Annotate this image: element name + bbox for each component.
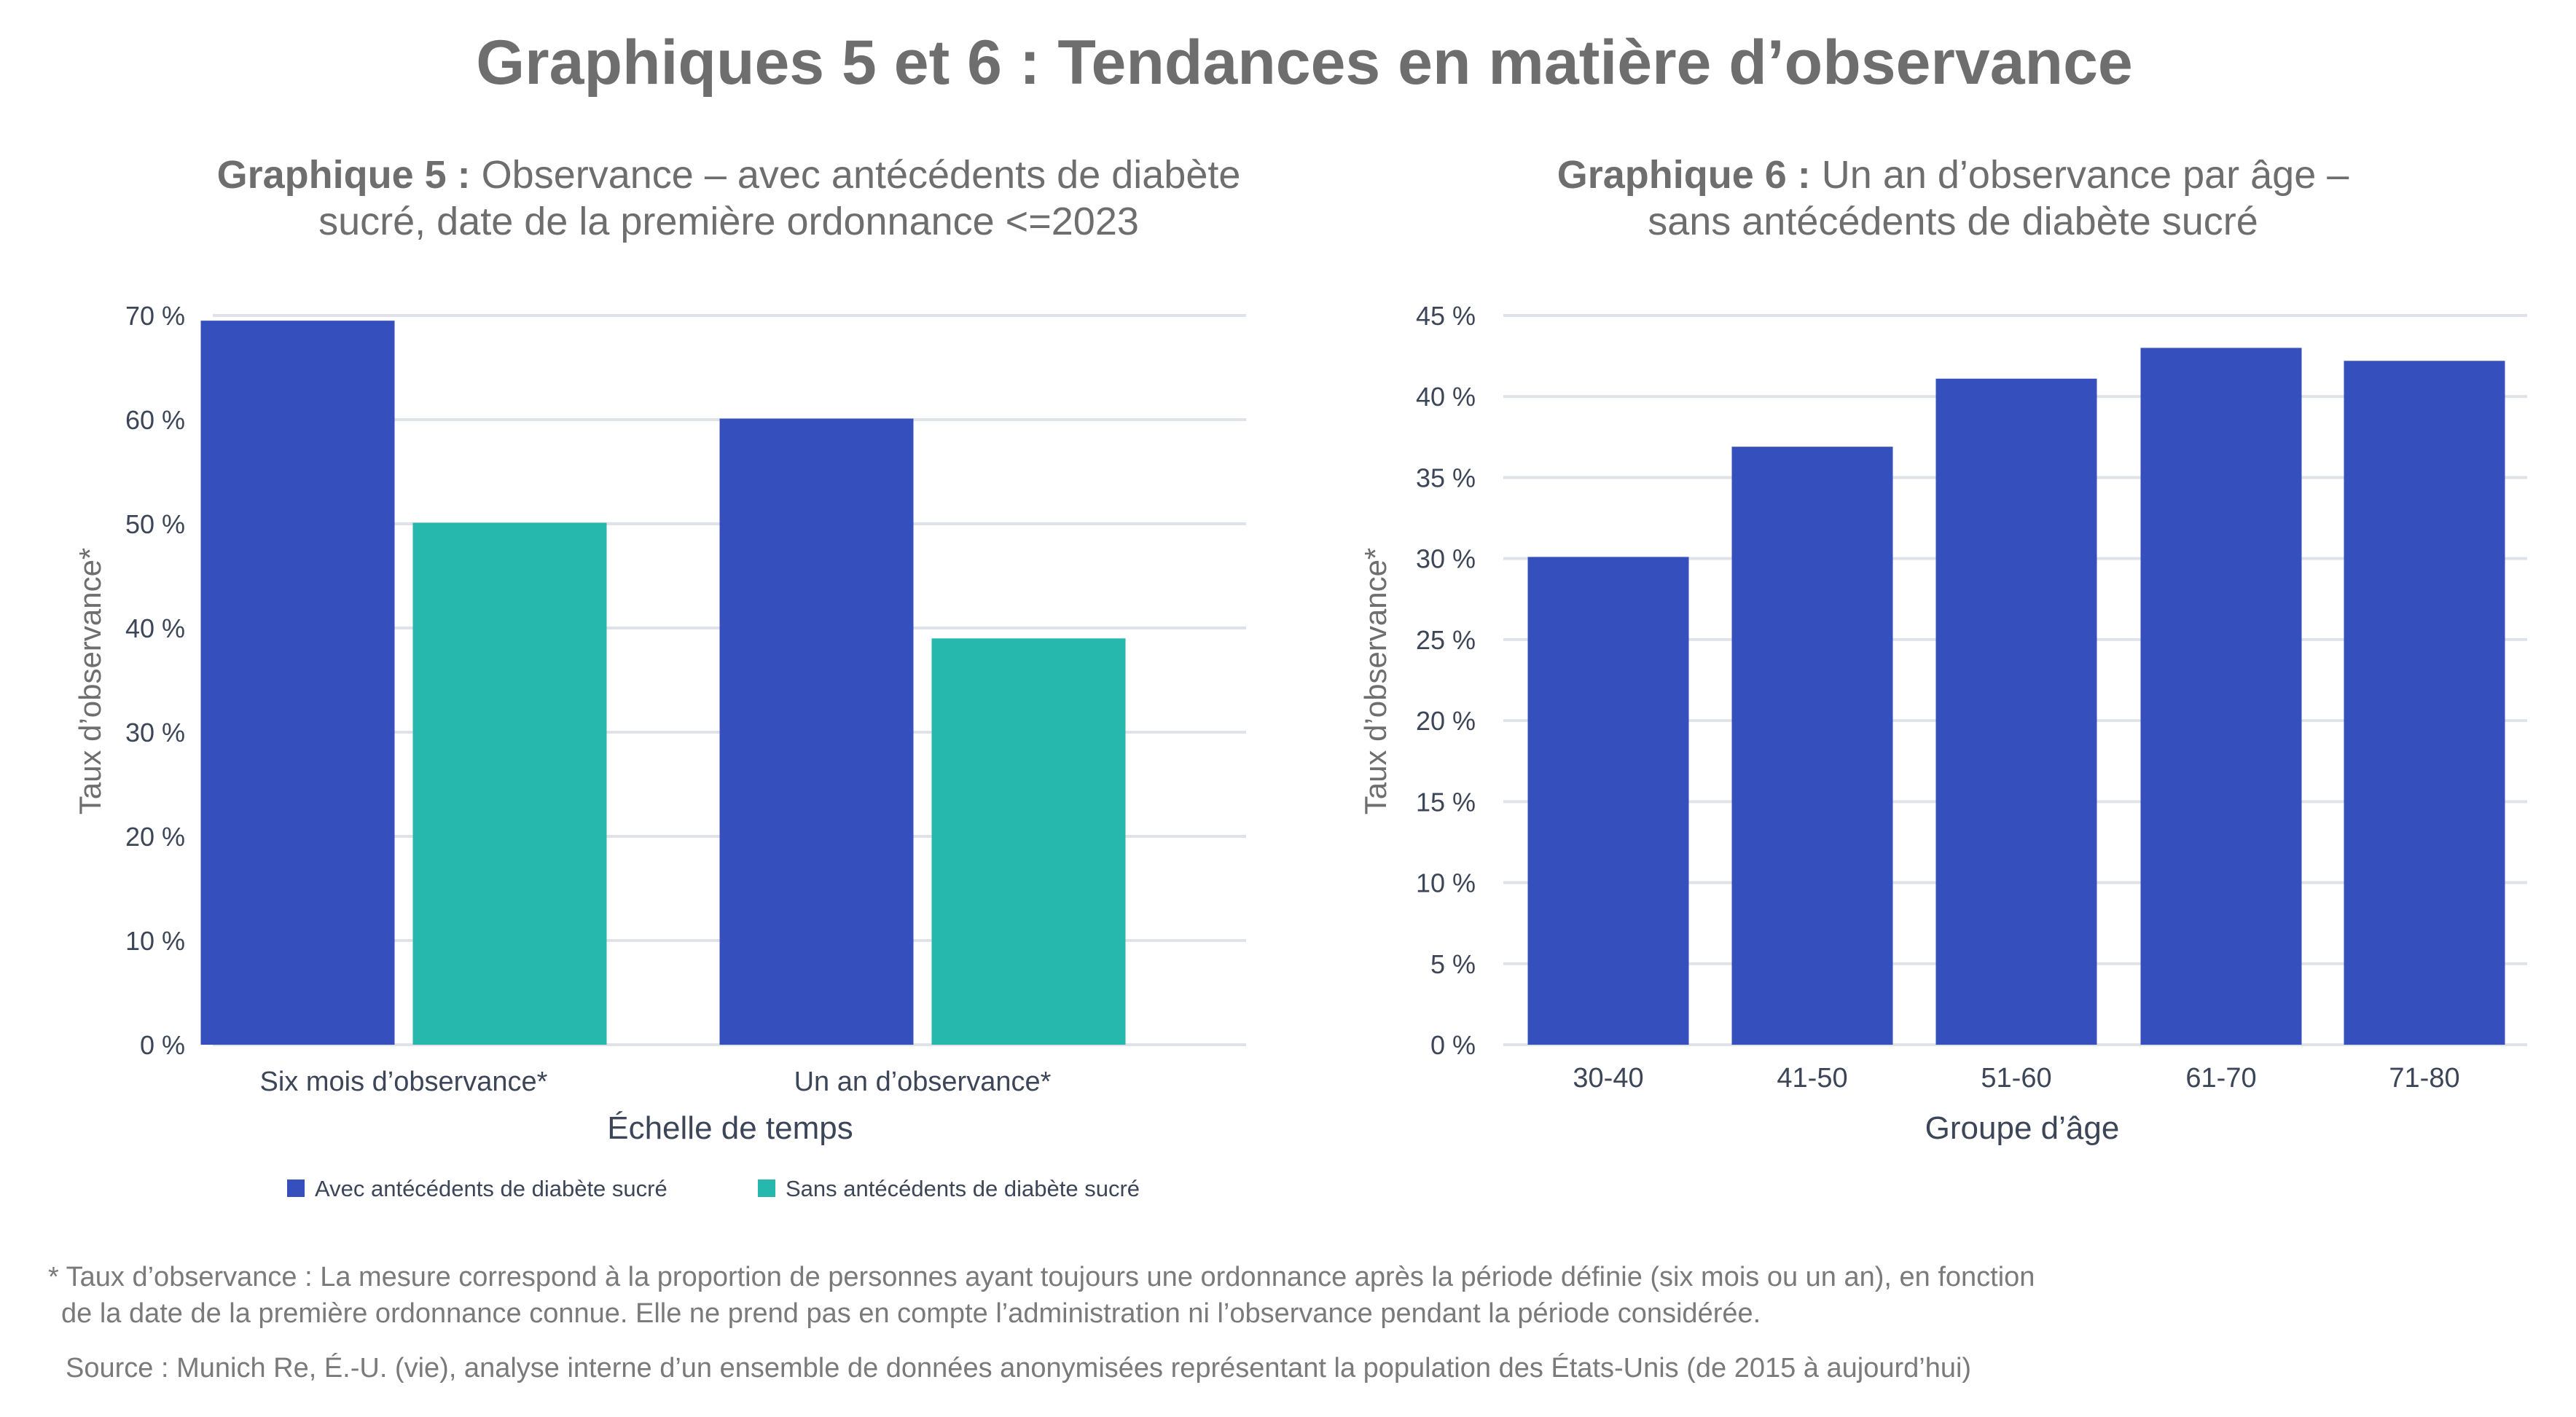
x-category-label: 71-80: [2389, 1063, 2459, 1094]
chart-6-title-bold: Graphique 6 :: [1557, 153, 1811, 197]
chart-5-legend: Avec antécédents de diabète sucré Sans a…: [287, 1176, 1140, 1201]
y-tick-label: 20 %: [125, 822, 185, 852]
chart-6-x-axis-title: Groupe d’âge: [1925, 1110, 2120, 1146]
x-category-label: Six mois d’observance*: [260, 1067, 548, 1097]
y-tick-label: 30 %: [1416, 544, 1476, 574]
bar: [200, 321, 395, 1045]
chart-5-title-text: Observance – avec antécédents de diabète: [482, 153, 1241, 197]
y-tick-label: 30 %: [125, 718, 185, 747]
chart-6-title-line1: Graphique 6 : Un an d’observance par âge…: [1557, 153, 2349, 197]
chart-5-title-line1: Graphique 5 : Observance – avec antécéde…: [217, 153, 1241, 197]
y-tick-label: 60 %: [125, 405, 185, 435]
x-category-label: Un an d’observance*: [794, 1067, 1052, 1097]
y-tick-label: 10 %: [1416, 868, 1476, 898]
chart-6-title-text: Un an d’observance par âge –: [1822, 153, 2349, 197]
bar: [412, 522, 607, 1045]
y-tick-label: 70 %: [125, 301, 185, 331]
x-category-label: 30-40: [1573, 1063, 1643, 1094]
y-tick-label: 50 %: [125, 509, 185, 539]
bar: [2344, 361, 2505, 1045]
bar: [931, 638, 1126, 1045]
y-tick-label: 40 %: [125, 613, 185, 643]
source-note: Source : Munich Re, É.-U. (vie), analyse…: [66, 1352, 1971, 1383]
chart-5-title-bold: Graphique 5 :: [217, 153, 471, 197]
footnote-line1: * Taux d’observance : La mesure correspo…: [48, 1262, 2035, 1292]
chart-6: Graphique 6 : Un an d’observance par âge…: [1358, 153, 2527, 1146]
chart-5-y-axis-title: Taux d’observance*: [73, 548, 107, 815]
chart-5-title-line2: sucré, date de la première ordonnance <=…: [318, 200, 1139, 243]
legend-swatch-without-diabetes: [758, 1179, 775, 1197]
legend-swatch-with-diabetes: [287, 1179, 305, 1197]
y-tick-label: 35 %: [1416, 463, 1476, 492]
y-tick-label: 5 %: [1430, 949, 1476, 979]
x-category-label: 51-60: [1981, 1063, 2051, 1094]
y-tick-label: 0 %: [140, 1030, 185, 1060]
bar: [1731, 447, 1893, 1045]
bar: [719, 418, 914, 1045]
y-tick-label: 45 %: [1416, 301, 1476, 331]
chart-6-title-line2: sans antécédents de diabète sucré: [1648, 200, 2258, 243]
footnote-line2: de la date de la première ordonnance con…: [61, 1298, 1761, 1329]
bar: [2140, 348, 2302, 1045]
y-tick-label: 25 %: [1416, 625, 1476, 655]
main-title: Graphiques 5 et 6 : Tendances en matière…: [476, 28, 2132, 98]
y-tick-label: 0 %: [1430, 1030, 1476, 1060]
y-tick-label: 40 %: [1416, 382, 1476, 412]
bar: [1527, 557, 1689, 1045]
chart-5: Graphique 5 : Observance – avec antécéde…: [73, 153, 1246, 1201]
x-category-label: 41-50: [1777, 1063, 1847, 1094]
x-category-label: 61-70: [2185, 1063, 2256, 1094]
legend-label-without-diabetes: Sans antécédents de diabète sucré: [786, 1176, 1140, 1201]
y-tick-label: 20 %: [1416, 706, 1476, 736]
legend-label-with-diabetes: Avec antécédents de diabète sucré: [315, 1176, 668, 1201]
chart-6-y-axis-title: Taux d’observance*: [1358, 548, 1393, 815]
chart-5-x-axis-title: Échelle de temps: [607, 1110, 853, 1146]
y-tick-label: 10 %: [125, 926, 185, 956]
bar: [1935, 378, 2097, 1045]
y-tick-label: 15 %: [1416, 787, 1476, 817]
